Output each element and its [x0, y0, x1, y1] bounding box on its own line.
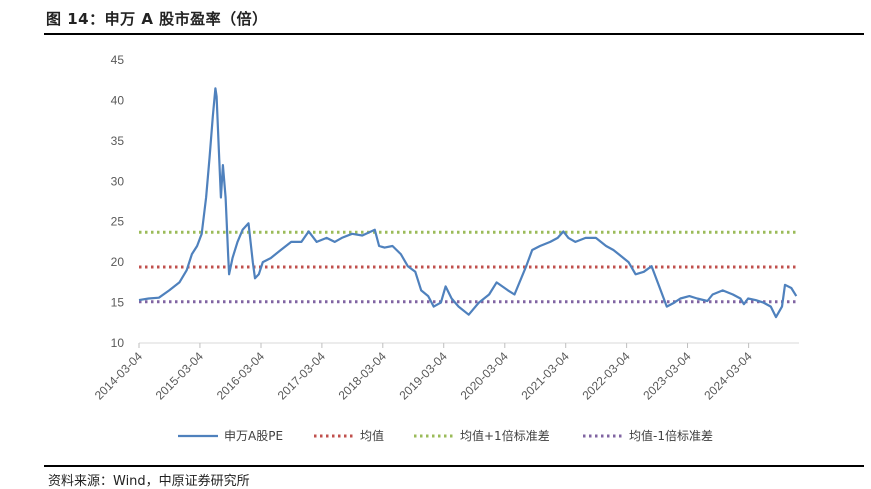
series-layer — [138, 87, 798, 319]
y-tick-label: 40 — [111, 93, 125, 107]
source-note: 资料来源：Wind，中原证券研究所 — [48, 474, 250, 489]
y-tick-label: 30 — [111, 174, 125, 188]
legend-label-2: 均值+1倍标准差 — [460, 428, 550, 443]
legend-label-0: 申万A股PE — [224, 429, 283, 443]
x-axis-ticks: 2014-03-04 2015-03-04 2016-03-04 2017-03-04… — [92, 349, 755, 403]
y-tick-label: 10 — [111, 336, 125, 350]
series-line-pe — [138, 87, 798, 319]
x-tick-label: 2023-03-04 — [640, 349, 694, 403]
y-axis-ticks: 10 15 20 25 30 35 40 45 — [111, 53, 125, 350]
y-tick-label: 35 — [111, 134, 125, 148]
y-tick-label: 25 — [111, 215, 125, 229]
legend-label-1: 均值 — [360, 428, 384, 443]
x-tick-label: 2017-03-04 — [275, 349, 329, 403]
legend-label-3: 均值-1倍标准差 — [629, 428, 713, 443]
x-tick-label: 2022-03-04 — [579, 349, 633, 403]
bottom-rule — [44, 465, 864, 467]
x-tick-label: 2021-03-04 — [519, 349, 573, 403]
y-tick-label: 15 — [111, 296, 125, 310]
x-tick-label: 2019-03-04 — [397, 349, 451, 403]
y-tick-label: 20 — [111, 255, 125, 269]
x-axis-tickmarks — [138, 343, 750, 348]
figure-title: 图 14：申万 A 股市盈率（倍） — [46, 10, 268, 28]
top-rule — [44, 33, 864, 35]
x-tick-label: 2018-03-04 — [336, 349, 390, 403]
x-tick-label: 2020-03-04 — [458, 349, 512, 403]
x-tick-label: 2015-03-04 — [153, 349, 207, 403]
x-tick-label: 2024-03-04 — [701, 349, 755, 403]
x-tick-label: 2016-03-04 — [214, 349, 268, 403]
y-tick-label: 45 — [111, 53, 125, 67]
x-tick-label: 2014-03-04 — [92, 349, 146, 403]
legend: 申万A股PE 均值 均值+1倍标准差 均值-1倍标准差 — [178, 428, 713, 443]
